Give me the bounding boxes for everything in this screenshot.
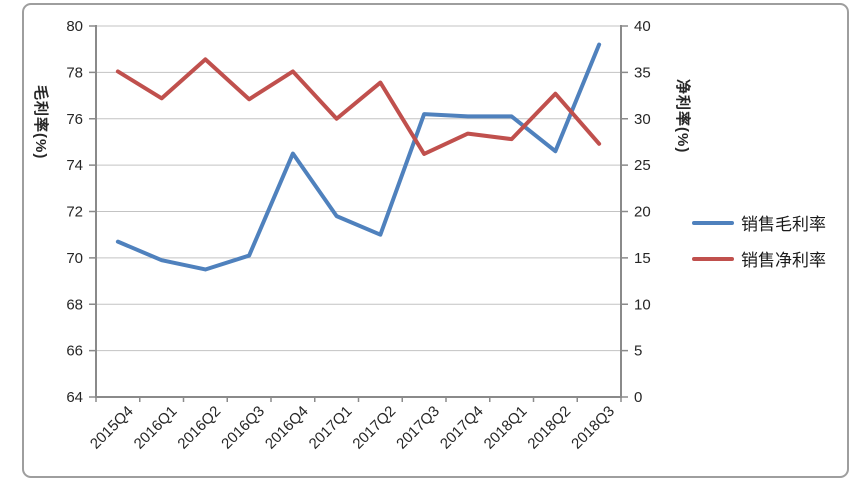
series-line-gross-margin [115,42,602,272]
right-axis-title: 净利率(%) [674,79,691,154]
x-category-label: 2017Q1 [306,403,356,453]
left-axis-tick-label: 74 [66,157,83,174]
legend-label-net-margin: 销售净利率 [741,251,826,270]
legend-item-net-margin: 销售净利率 [692,248,826,270]
x-category-label: 2016Q4 [262,403,312,453]
legend-item-gross-margin: 销售毛利率 [692,212,826,234]
legend: 销售毛利率 销售净利率 [692,212,826,270]
left-axis-title: 毛利率(%) [32,85,49,160]
series-line-net-margin [115,57,602,156]
x-category-label: 2017Q2 [349,403,399,453]
right-axis-tick-label: 30 [634,111,651,128]
right-axis-tick-label: 35 [634,64,651,81]
x-category-label: 2017Q3 [393,403,443,453]
right-axis-tick-label: 20 [634,204,651,221]
left-axis-tick-label: 66 [66,343,83,360]
legend-label-gross-margin: 销售毛利率 [741,215,826,234]
left-axis-tick-label: 64 [66,389,83,406]
left-axis-tick-label: 78 [66,64,83,81]
chart-border [22,3,849,478]
x-category-label: 2018Q1 [481,403,531,453]
x-category-label: 2016Q1 [131,403,181,453]
right-axis-tick-label: 0 [634,389,642,406]
left-axis-tick-label: 72 [66,204,83,221]
x-category-label: 2018Q3 [568,403,618,453]
left-axis-tick-label: 80 [66,18,83,35]
x-category-label: 2016Q3 [218,403,268,453]
net-margin-line-swatch [692,256,734,261]
right-axis-tick-label: 5 [634,343,642,360]
right-axis-tick-label: 15 [634,250,651,267]
left-axis-tick-label: 70 [66,250,83,267]
x-category-label: 2016Q2 [174,403,224,453]
left-axis-tick-label: 68 [66,296,83,313]
gross-margin-line-swatch [692,220,734,225]
right-axis-tick-label: 25 [634,157,651,174]
right-axis-tick-label: 40 [634,18,651,35]
x-category-label: 2018Q2 [524,403,574,453]
x-category-label: 2017Q4 [437,403,487,453]
x-category-label: 2015Q4 [87,403,137,453]
right-axis-tick-label: 10 [634,296,651,313]
left-axis-tick-label: 76 [66,111,83,128]
